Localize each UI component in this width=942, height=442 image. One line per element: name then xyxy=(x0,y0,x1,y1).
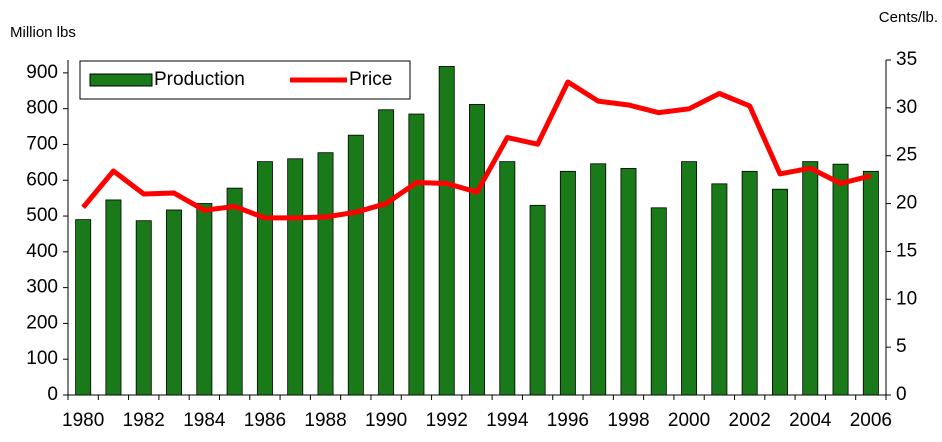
bar xyxy=(711,183,728,396)
y2-tick-label: 10 xyxy=(896,288,917,309)
x-tick-label: 2000 xyxy=(668,410,710,431)
y2-tick-label: 35 xyxy=(896,49,917,70)
bar xyxy=(771,188,788,396)
y2-tick-label: 30 xyxy=(896,97,917,118)
price-line xyxy=(81,79,872,221)
x-tick-label: 2006 xyxy=(850,410,892,431)
y-tick-label: 700 xyxy=(26,133,58,154)
x-tick-label: 1990 xyxy=(365,410,407,431)
x-tick-label: 1994 xyxy=(486,410,529,431)
legend-label: Production xyxy=(154,69,245,90)
bar xyxy=(499,161,516,396)
x-tick-label: 1982 xyxy=(123,410,165,431)
bar xyxy=(317,152,334,396)
bar xyxy=(832,163,849,396)
bar xyxy=(802,161,819,396)
bar xyxy=(287,158,304,396)
bar xyxy=(378,109,395,396)
x-tick-label: 1986 xyxy=(244,410,286,431)
bar xyxy=(135,220,152,396)
bar xyxy=(347,134,364,396)
y-tick-label: 0 xyxy=(47,384,58,405)
y-tick-label: 400 xyxy=(26,241,58,262)
bar xyxy=(75,219,92,396)
bar xyxy=(559,170,576,396)
bar xyxy=(166,209,183,396)
y-tick-label: 100 xyxy=(26,348,58,369)
bar xyxy=(529,204,546,396)
x-tick-label: 1988 xyxy=(304,410,346,431)
legend-label: Price xyxy=(349,69,392,90)
x-tick-label: 1980 xyxy=(62,410,104,431)
bar xyxy=(741,170,758,396)
bar xyxy=(438,66,455,396)
bar xyxy=(681,161,698,396)
bar xyxy=(196,203,213,396)
bar xyxy=(620,168,637,396)
y-tick-label: 300 xyxy=(26,277,58,298)
bar xyxy=(650,207,667,396)
y2-tick-label: 25 xyxy=(896,145,917,166)
x-tick-label: 1996 xyxy=(547,410,589,431)
y-tick-label: 800 xyxy=(26,98,58,119)
y-tick-label: 500 xyxy=(26,205,58,226)
y-tick-label: 200 xyxy=(26,312,58,333)
x-tick-label: 2002 xyxy=(729,410,771,431)
bar xyxy=(226,187,243,396)
bar xyxy=(408,113,425,396)
bar xyxy=(256,161,273,396)
y2-tick-label: 20 xyxy=(896,193,917,214)
y2-tick-label: 15 xyxy=(896,240,917,261)
bar xyxy=(862,170,879,396)
x-tick-label: 1998 xyxy=(607,410,649,431)
legend-swatch xyxy=(89,73,153,87)
y2-tick-label: 5 xyxy=(896,336,907,357)
x-tick-label: 1992 xyxy=(426,410,468,431)
bar xyxy=(105,199,122,396)
bar xyxy=(469,103,485,396)
x-tick-label: 2004 xyxy=(789,410,832,431)
y-axis-label: Million lbs xyxy=(10,24,76,41)
y2-axis-label: Cents/lb. xyxy=(879,9,938,26)
bar xyxy=(590,163,607,396)
x-tick-label: 1984 xyxy=(183,410,226,431)
y2-tick-label: 0 xyxy=(896,384,907,405)
y-tick-label: 900 xyxy=(26,62,58,83)
y-tick-label: 600 xyxy=(26,169,58,190)
